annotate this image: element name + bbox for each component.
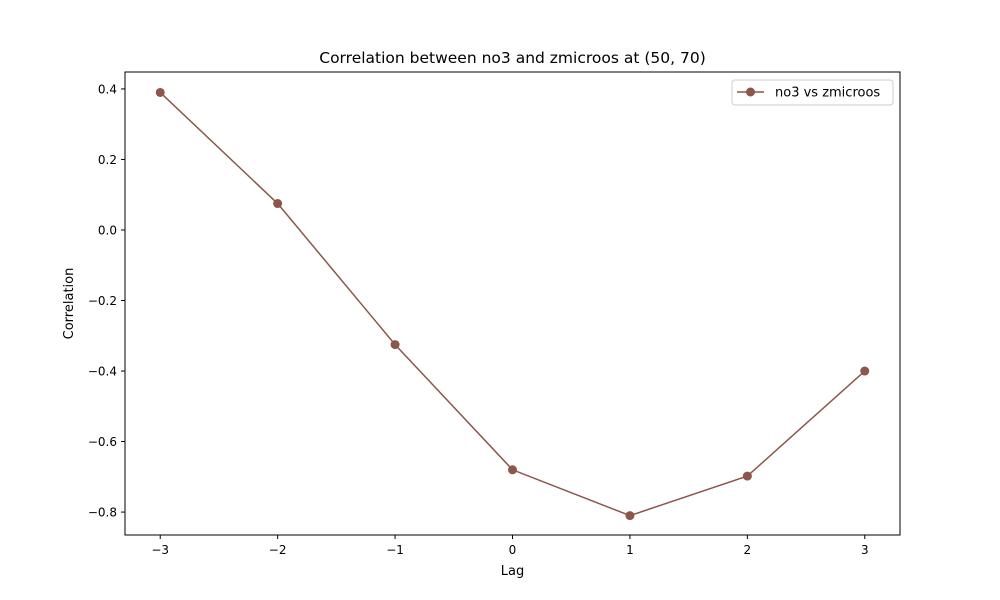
data-point — [508, 465, 517, 475]
data-point — [860, 366, 870, 376]
x-tick-label: 3 — [861, 543, 869, 557]
x-tick-label: −3 — [151, 543, 169, 557]
y-tick-label: 0.0 — [98, 223, 117, 237]
series-layer — [155, 87, 870, 521]
x-tick-label: −1 — [386, 543, 404, 557]
y-tick-label: 0.2 — [98, 153, 117, 167]
data-point — [155, 87, 165, 97]
y-tick-label: −0.6 — [88, 435, 117, 449]
chart-title: Correlation between no3 and zmicroos at … — [319, 49, 706, 67]
legend-box — [731, 79, 894, 106]
data-point — [625, 511, 635, 521]
y-axis-label: Correlation — [62, 268, 77, 340]
x-tick-label: 0 — [509, 543, 517, 557]
x-axis-label: Lag — [501, 564, 524, 579]
y-tick-label: −0.8 — [88, 506, 117, 520]
x-tick-label: −2 — [269, 543, 287, 557]
y-tick-label: 0.4 — [98, 82, 117, 96]
legend-marker-swatch — [746, 87, 755, 97]
x-tick-label: 1 — [626, 543, 634, 557]
data-point — [390, 340, 400, 350]
legend-label: no3 vs zmicroos — [775, 86, 880, 101]
data-point — [273, 199, 283, 209]
legend: no3 vs zmicroos — [731, 79, 894, 106]
y-tick-label: −0.2 — [88, 294, 117, 308]
plot-frame — [124, 71, 901, 536]
x-tick-label: 2 — [744, 543, 752, 557]
axis-ticks: −3 −2 −1 0 1 2 3 0.4 0.2 0.0 −0.2 −0.4 −0.6 −0.8 — [88, 82, 869, 557]
data-point — [742, 471, 752, 481]
y-tick-label: −0.4 — [88, 365, 117, 379]
